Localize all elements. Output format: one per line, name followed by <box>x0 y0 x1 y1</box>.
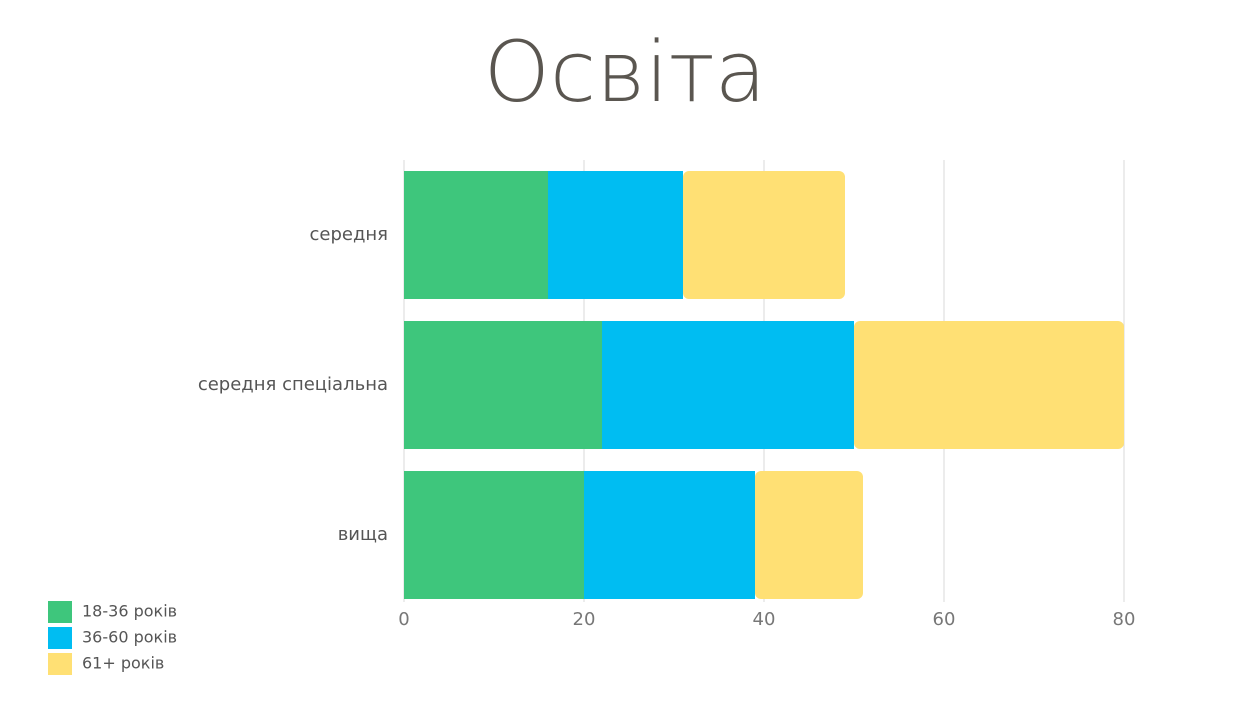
y-tick-label: середня <box>309 224 388 245</box>
chart-title: Освіта <box>484 23 766 121</box>
bar-segment <box>584 471 755 599</box>
x-tick-label: 40 <box>753 609 776 630</box>
bar-segment <box>602 321 854 449</box>
bar-segment <box>404 321 602 449</box>
legend-swatch <box>48 653 72 675</box>
legend-label: 18-36 років <box>82 602 177 621</box>
legend-swatch <box>48 601 72 623</box>
bar-segment <box>683 171 845 299</box>
bar-segment <box>854 321 1124 449</box>
bar-segment <box>404 171 548 299</box>
bar-segment <box>755 471 863 599</box>
x-tick-label: 0 <box>398 609 409 630</box>
x-tick-label: 80 <box>1113 609 1136 630</box>
bar-segment <box>404 471 584 599</box>
bar-segment <box>548 171 683 299</box>
x-tick-label: 60 <box>933 609 956 630</box>
x-tick-label: 20 <box>573 609 596 630</box>
y-tick-label: вища <box>338 524 388 545</box>
y-tick-label: середня спеціальна <box>198 374 388 395</box>
legend-label: 61+ років <box>82 654 164 673</box>
legend-label: 36-60 років <box>82 628 177 647</box>
legend-swatch <box>48 627 72 649</box>
